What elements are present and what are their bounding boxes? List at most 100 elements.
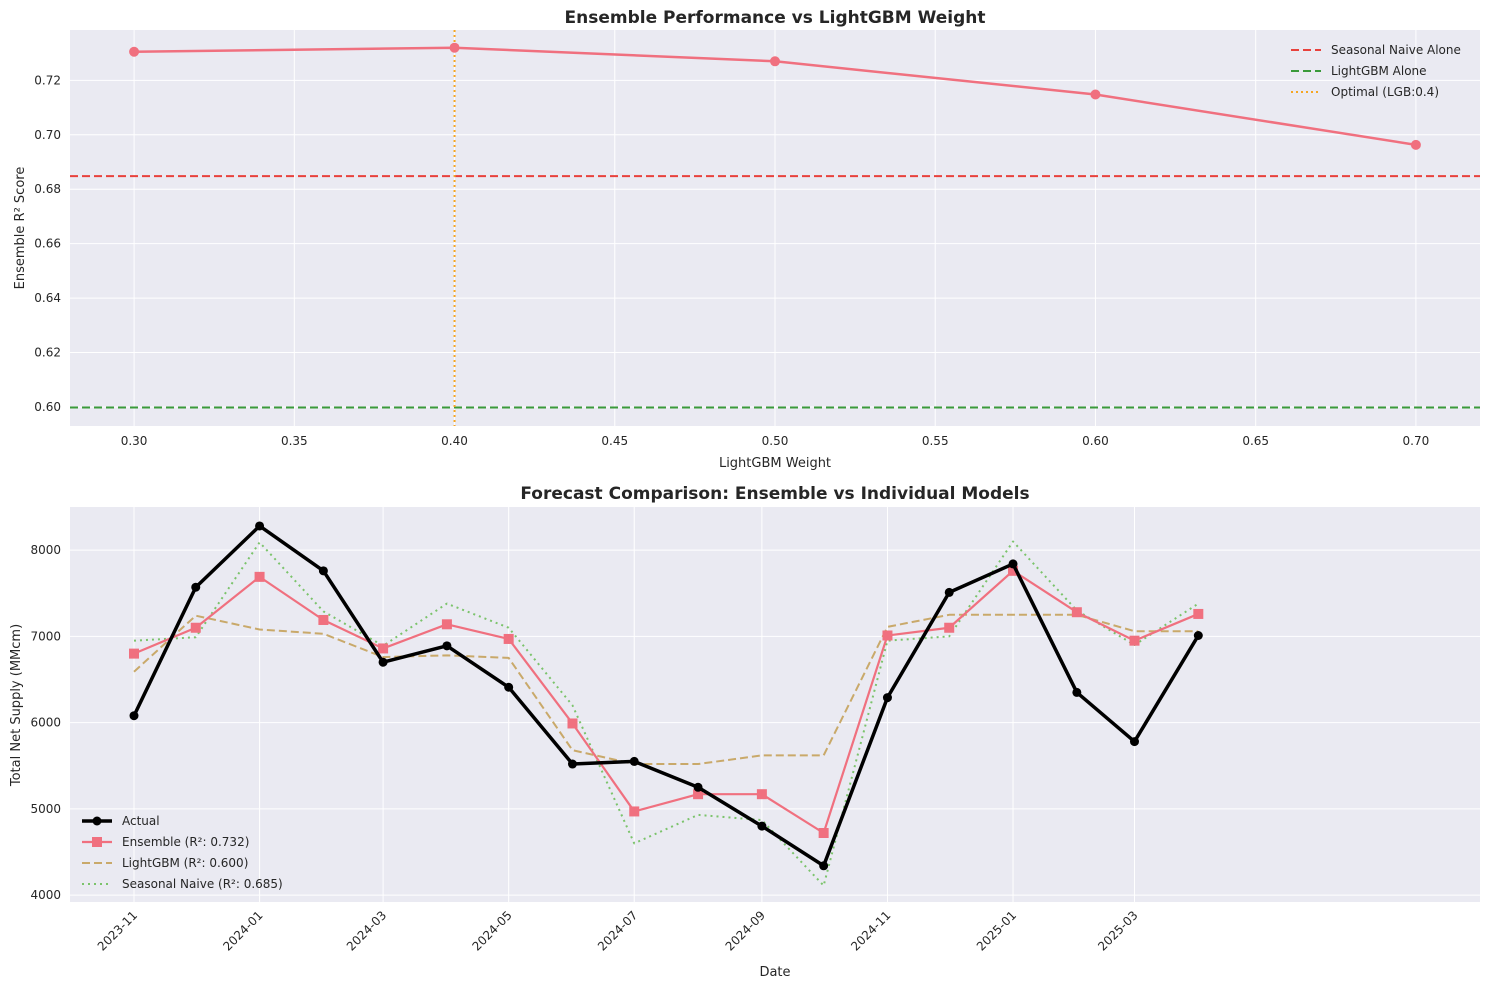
chart1-y-ticks: 0.60 0.62 0.64 0.66 0.68 0.70 0.72: [34, 73, 61, 414]
chart1-x-tick-label: 0.60: [1082, 434, 1109, 448]
series-line-actual: [132, 524, 1200, 868]
data-point-actual: [944, 587, 954, 597]
data-point-actual: [819, 861, 829, 871]
chart1-x-tick-label: 0.65: [1242, 434, 1269, 448]
chart2-plot-area: [70, 507, 1480, 902]
chart1-x-tick-label: 0.70: [1403, 434, 1430, 448]
chart1-y-tick-label: 0.68: [34, 182, 61, 196]
chart2-y-label: Total Net Supply (MMcm): [9, 624, 24, 787]
chart1-data-point: [770, 56, 780, 67]
chart1-x-tick-label: 0.30: [121, 434, 148, 448]
data-point-ensemble-r-0-732: [944, 622, 955, 633]
data-point-ensemble-r-0-732: [882, 630, 893, 641]
chart1-data-point: [1410, 139, 1421, 150]
data-point-actual: [442, 641, 452, 651]
chart2-y-tick-label: 5000: [30, 802, 61, 816]
chart1-y-tick-label: 0.70: [34, 128, 61, 142]
chart2-x-tick-label: 2024-05: [469, 908, 514, 953]
data-point-ensemble-r-0-732: [1071, 607, 1082, 618]
chart2-x-ticks: 2023-11 2024-01 2024-03 2024-05 2024-07 2024-…: [95, 908, 1141, 953]
chart1-data-point: [1090, 89, 1101, 100]
chart1-x-label: LightGBM Weight: [719, 456, 831, 471]
data-point-actual: [567, 759, 577, 769]
chart1-reference-lines: [70, 30, 1480, 426]
data-point-ensemble-r-0-732: [756, 789, 767, 800]
data-point-actual: [318, 566, 328, 576]
data-point-ensemble-r-0-732: [190, 622, 201, 633]
data-point-actual: [629, 756, 639, 766]
data-point-ensemble-r-0-732: [129, 648, 139, 659]
chart2-x-tick-label: 2025-03: [1095, 908, 1140, 953]
chart2-y-tick-label: 6000: [30, 716, 61, 730]
data-point-ensemble-r-0-732: [1008, 565, 1019, 576]
chart1-y-tick-label: 0.62: [34, 346, 61, 360]
chart1-title: Ensemble Performance vs LightGBM Weight: [565, 8, 986, 28]
chart2-x-tick-label: 2023-11: [95, 908, 140, 953]
series-line-lightgbm-r-0-600: [133, 613, 1199, 766]
chart2-x-tick-label: 2024-07: [595, 908, 640, 953]
chart2-y-tick-label: 7000: [30, 629, 61, 643]
data-point-actual: [1193, 631, 1203, 641]
chart-forecast-comparison: Forecast Comparison: Ensemble vs Individ…: [9, 484, 1480, 980]
chart-weight-performance: Ensemble Performance vs LightGBM Weight …: [13, 8, 1480, 471]
data-point-actual: [1129, 737, 1139, 747]
data-point-ensemble-r-0-732: [318, 614, 329, 625]
chart1-x-tick-label: 0.50: [762, 434, 789, 448]
data-point-actual: [191, 582, 201, 592]
legend-label-ensemble-r-0-732: Ensemble (R²: 0.732): [122, 835, 249, 849]
chart1-x-tick-label: 0.40: [441, 434, 468, 448]
legend-label-actual: Actual: [122, 814, 160, 828]
data-point-actual: [882, 693, 892, 703]
chart1-series: [129, 42, 1421, 150]
data-point-actual: [757, 821, 767, 831]
chart2-x-label: Date: [759, 965, 790, 980]
chart2-grid: [70, 507, 1480, 902]
legend-label-optimal-lgb-0-4: Optimal (LGB:0.4): [1331, 85, 1439, 99]
chart2-x-tick-label: 2024-11: [848, 908, 893, 953]
legend-label-lightgbm-r-0-600: LightGBM (R²: 0.600): [122, 856, 248, 870]
data-point-ensemble-r-0-732: [1129, 635, 1140, 646]
data-point-actual: [1072, 687, 1082, 697]
chart1-x-ticks: 0.30 0.35 0.40 0.45 0.50 0.55 0.60 0.65 0.70: [121, 434, 1430, 448]
chart1-y-tick-label: 0.66: [34, 237, 61, 251]
data-point-ensemble-r-0-732: [629, 806, 640, 817]
data-point-ensemble-r-0-732: [693, 789, 704, 800]
chart1-data-point: [129, 46, 140, 57]
legend-marker-actual: [92, 816, 102, 826]
chart2-title: Forecast Comparison: Ensemble vs Individ…: [520, 484, 1029, 504]
chart2-y-tick-label: 8000: [30, 543, 61, 557]
series-line-seasonal-naive-r-0-685: [133, 540, 1199, 887]
chart1-y-tick-label: 0.72: [34, 73, 61, 87]
data-point-actual: [1008, 559, 1018, 569]
data-point-ensemble-r-0-732: [254, 571, 265, 582]
chart2-x-tick-label: 2025-01: [974, 908, 1019, 953]
chart1-x-tick-label: 0.45: [601, 434, 628, 448]
chart1-y-tick-label: 0.60: [34, 400, 61, 414]
chart1-data-point: [449, 42, 460, 53]
data-point-actual: [378, 657, 388, 667]
data-point-ensemble-r-0-732: [567, 718, 578, 729]
chart2-y-ticks: 4000 5000 6000 7000 8000: [30, 543, 61, 902]
data-point-actual: [129, 711, 139, 721]
chart1-y-label: Ensemble R² Score: [13, 167, 28, 290]
chart2-series: [129, 521, 1204, 887]
data-point-ensemble-r-0-732: [1193, 608, 1204, 619]
chart2-x-tick-label: 2024-01: [220, 908, 265, 953]
data-point-ensemble-r-0-732: [818, 828, 829, 839]
series-line-ensemble-r-0-732: [133, 569, 1199, 835]
chart2-x-tick-label: 2024-09: [723, 908, 768, 953]
legend-marker-ensemble-r-0-732: [92, 837, 102, 847]
legend-label-seasonal-naive-alone: Seasonal Naive Alone: [1331, 43, 1461, 57]
chart2-legend: Actual Ensemble (R²: 0.732) LightGBM (R²: …: [82, 814, 283, 891]
chart1-y-tick-label: 0.64: [34, 291, 61, 305]
data-point-actual: [255, 521, 265, 531]
data-point-ensemble-r-0-732: [378, 643, 389, 654]
data-point-actual: [504, 682, 514, 692]
chart1-x-tick-label: 0.35: [281, 434, 308, 448]
data-point-ensemble-r-0-732: [441, 619, 452, 630]
chart2-x-tick-label: 2024-03: [344, 908, 389, 953]
chart2-y-tick-label: 4000: [30, 888, 61, 902]
chart1-x-tick-label: 0.55: [922, 434, 949, 448]
legend-label-lightgbm-alone: LightGBM Alone: [1331, 64, 1427, 78]
